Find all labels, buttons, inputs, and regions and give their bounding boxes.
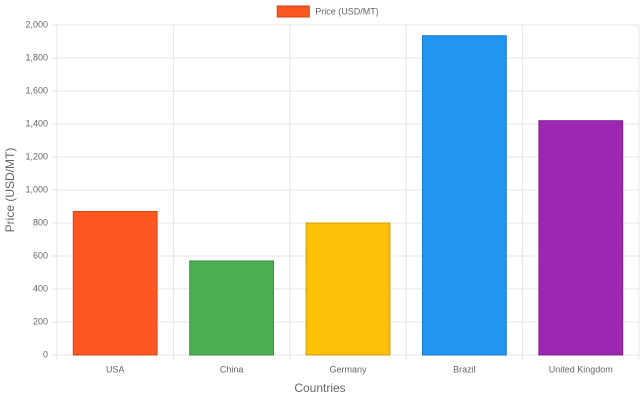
x-tick-label: USA xyxy=(106,364,125,374)
x-tick-label: China xyxy=(220,364,244,374)
x-tick-label: Brazil xyxy=(453,364,476,374)
y-tick-label: 2,000 xyxy=(25,19,48,29)
bar xyxy=(421,35,507,356)
legend-label: Price (USD/MT) xyxy=(315,6,379,16)
y-tick-label: 1,800 xyxy=(25,52,48,62)
y-axis-title: Price (USD/MT) xyxy=(3,148,17,233)
bar xyxy=(72,210,158,356)
bar xyxy=(189,260,275,356)
y-tick-label: 800 xyxy=(33,217,48,227)
y-tick-label: 1,200 xyxy=(25,151,48,161)
x-tick-label: Germany xyxy=(329,364,367,374)
y-tick-label: 600 xyxy=(33,250,48,260)
x-tick-label: United Kingdom xyxy=(549,364,613,374)
x-axis-title: Countries xyxy=(294,381,345,395)
bar xyxy=(305,222,391,356)
bar xyxy=(538,120,624,356)
y-tick-label: 200 xyxy=(33,316,48,326)
y-tick-label: 1,400 xyxy=(25,118,48,128)
y-tick-label: 1,600 xyxy=(25,85,48,95)
y-tick-label: 1,000 xyxy=(25,184,48,194)
legend-swatch xyxy=(276,5,310,18)
y-tick-label: 0 xyxy=(43,349,48,359)
y-tick-label: 400 xyxy=(33,283,48,293)
